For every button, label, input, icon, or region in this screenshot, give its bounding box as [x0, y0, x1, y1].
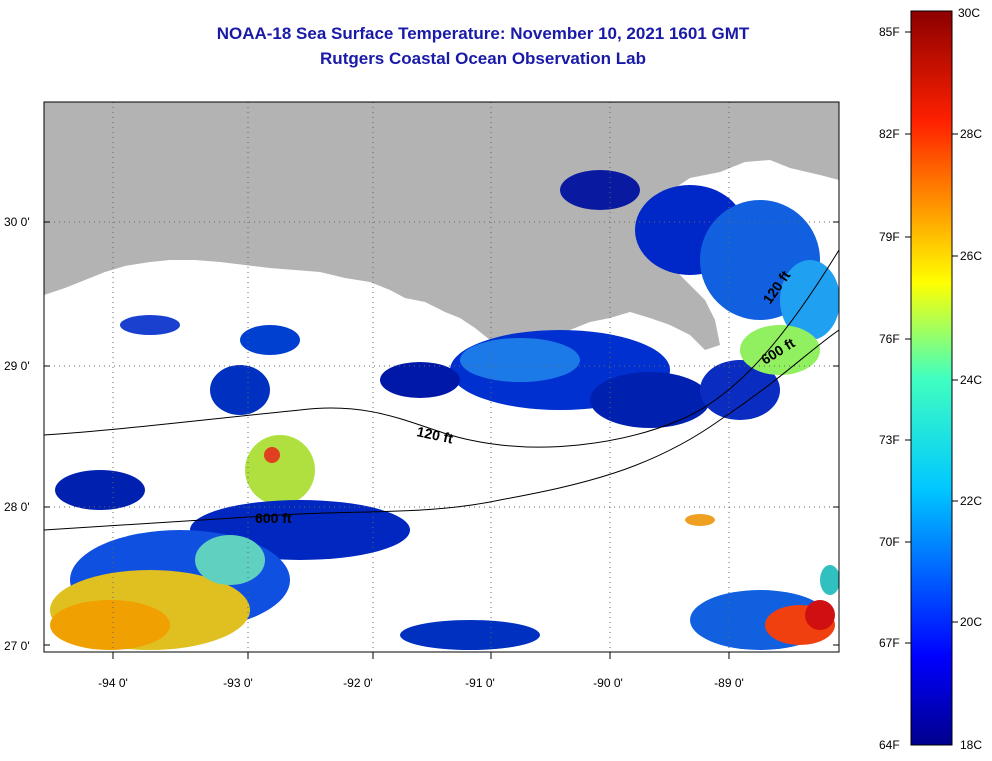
lon-label-92: -92 0': [343, 676, 373, 690]
lon-label-90: -90 0': [593, 676, 623, 690]
colorbar-label-85f: 85F: [879, 25, 900, 39]
colorbar-label-79f: 79F: [879, 230, 900, 244]
lat-label-28: 28 0': [4, 500, 30, 514]
colorbar-label-76f: 76F: [879, 332, 900, 346]
lon-label-91: -91 0': [465, 676, 495, 690]
land-mass: [44, 102, 839, 350]
colorbar-fahrenheit-ticks: [905, 31, 958, 644]
lat-label-29: 29 0': [4, 359, 30, 373]
contour-label-600ft-west: 600 ft: [255, 510, 292, 526]
map-subtitle: Rutgers Coastal Ocean Observation Lab: [320, 49, 646, 68]
graticule: [44, 102, 839, 652]
sst-cold-patches: [50, 170, 839, 650]
colorbar-label-64f: 64F: [879, 738, 900, 752]
colorbar-label-82f: 82F: [879, 127, 900, 141]
lon-label-93: -93 0': [223, 676, 253, 690]
colorbar-label-70f: 70F: [879, 535, 900, 549]
colorbar-label-22c: 22C: [960, 494, 982, 508]
colorbar-label-18c: 18C: [960, 738, 982, 752]
colorbar-label-28c: 28C: [960, 127, 982, 141]
colorbar-label-30c: 30C: [958, 6, 980, 20]
lat-label-27: 27 0': [4, 639, 30, 653]
lat-label-30: 30 0': [4, 215, 30, 229]
colorbar-label-20c: 20C: [960, 615, 982, 629]
colorbar: [910, 10, 953, 746]
lon-label-94: -94 0': [98, 676, 128, 690]
depth-contours: [44, 249, 839, 531]
tick-marks: [44, 221, 839, 659]
map-frame: [43, 101, 840, 653]
map-title: NOAA-18 Sea Surface Temperature: Novembe…: [216, 24, 750, 43]
colorbar-label-73f: 73F: [879, 433, 900, 447]
colorbar-label-26c: 26C: [960, 249, 982, 263]
colorbar-label-67f: 67F: [879, 636, 900, 650]
colorbar-label-24c: 24C: [960, 373, 982, 387]
lon-label-89: -89 0': [714, 676, 744, 690]
contour-label-120ft-west: 120 ft: [415, 423, 454, 446]
